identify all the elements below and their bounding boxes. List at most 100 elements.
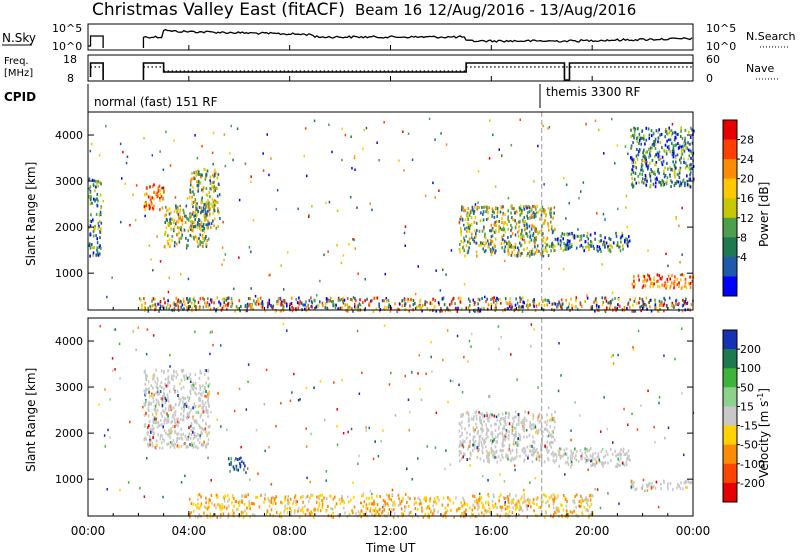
nsky-tick-bottom: 10^0 <box>52 40 82 53</box>
nsearch-tick-top: 10^5 <box>706 22 736 35</box>
power-colorbar-label: Power [dB] <box>757 182 771 247</box>
velocity-colorbar-tick-label: -200 <box>740 477 765 490</box>
nsky-label: N.Sky <box>2 31 36 45</box>
power-ylabel: Slant Range [km] <box>24 162 38 266</box>
velocity-colorbar-tick-label: 50 <box>740 381 754 394</box>
power-colorbar-swatch <box>723 159 737 179</box>
velocity-echo-region <box>458 410 556 464</box>
velocity-colorbar-tick-label: -100 <box>740 458 765 471</box>
x-tick-label: 20:00 <box>575 524 610 538</box>
y-tick-label: 1000 <box>55 267 83 280</box>
y-tick-label: 1000 <box>55 473 83 486</box>
velocity-scatter-echoes <box>98 322 695 511</box>
velocity-colorbar-frame <box>722 329 738 503</box>
velocity-panel <box>98 318 695 519</box>
power-echo-region <box>630 126 695 189</box>
nave-series <box>90 66 693 72</box>
x-tick-label: 08:00 <box>272 524 307 538</box>
velocity-colorbar-swatch <box>723 406 737 426</box>
power-echo-region <box>631 273 695 290</box>
x-tick-label: 00:00 <box>71 524 106 538</box>
nave-tick-bottom: 0 <box>706 72 713 85</box>
nsky-series <box>88 28 693 48</box>
nsky-tick-top: 10^5 <box>52 22 82 35</box>
freq-tick-top: 18 <box>63 53 77 66</box>
beam-label: Beam 16 <box>355 1 422 19</box>
freq-label: Freq. <box>4 56 29 67</box>
freq-unit: [MHz] <box>4 68 33 79</box>
power-colorbar-swatch <box>723 276 737 297</box>
power-colorbar-swatch <box>723 256 737 277</box>
power-colorbar: 28 24 20 16 12 8 4 <box>722 119 754 297</box>
power-echo-region <box>143 183 166 212</box>
velocity-colorbar-tick-label: 100 <box>740 362 761 375</box>
power-panel-frame <box>87 111 694 311</box>
plot-title: Christmas Valley East (fitACF) <box>92 0 345 20</box>
power-colorbar-tick-label: 8 <box>740 231 747 244</box>
power-echo-region <box>458 204 556 258</box>
x-tick-label: 04:00 <box>172 524 207 538</box>
power-colorbar-tick-label: 20 <box>740 173 754 186</box>
velocity-colorbar: 200 100 50 15 -15 -50 -100 -200 <box>722 329 765 503</box>
velocity-echo-region <box>143 368 211 450</box>
power-echo-region <box>88 177 103 258</box>
velocity-colorbar-swatch <box>723 482 737 503</box>
power-colorbar-swatch <box>723 217 737 238</box>
velocity-colorbar-label: Velocity [m s-1] <box>756 388 771 478</box>
x-tick-label: 16:00 <box>474 524 509 538</box>
velocity-echo-region <box>630 479 693 492</box>
velocity-colorbar-tick-label: 15 <box>740 400 754 413</box>
power-colorbar-tick-label: 24 <box>740 153 754 166</box>
power-colorbar-swatch <box>723 237 737 258</box>
velocity-colorbar-swatch <box>723 349 737 369</box>
freq-tick-bottom: 8 <box>67 72 74 85</box>
y-tick-label: 4000 <box>55 129 83 142</box>
power-colorbar-swatch <box>723 120 737 140</box>
x-tick-label: 00:00 <box>676 524 711 538</box>
velocity-echo-region <box>555 447 631 469</box>
y-tick-label: 3000 <box>55 381 83 394</box>
power-colorbar-tick-label: 28 <box>740 134 754 147</box>
cpid-mode-normal: normal (fast) 151 RF <box>94 95 218 109</box>
y-tick-label: 2000 <box>55 427 83 440</box>
velocity-colorbar-swatch <box>723 463 737 484</box>
time-axis: 00:00 04:00 08:00 12:00 16:00 20:00 00:00 <box>71 45 711 538</box>
power-colorbar-swatch <box>723 139 737 160</box>
power-echo-region <box>554 231 631 254</box>
power-colorbar-tick-label: 4 <box>740 251 747 264</box>
power-echo-region <box>188 167 221 230</box>
velocity-colorbar-swatch <box>723 330 737 350</box>
power-colorbar-frame <box>722 119 738 297</box>
cpid-label: CPID <box>4 90 36 104</box>
power-colorbar-tick-label: 16 <box>740 192 754 205</box>
power-colorbar-tick-label: 12 <box>740 212 754 225</box>
velocity-colorbar-tick-label: -15 <box>740 420 758 433</box>
velocity-ylabel: Slant Range [km] <box>24 368 38 472</box>
x-tick-label: 12:00 <box>373 524 408 538</box>
power-colorbar-swatch <box>723 198 737 219</box>
velocity-panel-frame <box>87 317 694 517</box>
y-tick-label: 2000 <box>55 221 83 234</box>
velocity-y-axis: 1000 2000 3000 4000 <box>55 335 693 486</box>
freq-series <box>89 62 693 81</box>
cpid-mode-themis: themis 3300 RF <box>546 85 640 99</box>
velocity-colorbar-swatch <box>723 387 737 407</box>
nave-tick-top: 60 <box>706 53 720 66</box>
date-range: 12/Aug/2016 - 13/Aug/2016 <box>428 1 636 19</box>
velocity-colorbar-tick-label: -50 <box>740 439 758 452</box>
time-axis-label: Time UT <box>365 541 416 554</box>
nsearch-label: N.Search <box>746 30 796 43</box>
y-tick-label: 3000 <box>55 175 83 188</box>
velocity-colorbar-swatch <box>723 444 737 465</box>
velocity-colorbar-swatch <box>723 425 737 445</box>
power-panel <box>88 112 695 313</box>
nave-label: Nave <box>746 62 774 75</box>
power-y-axis: 1000 2000 3000 4000 <box>55 129 693 280</box>
velocity-echo-region <box>188 493 594 519</box>
power-scatter-echoes <box>89 117 690 308</box>
velocity-echo-region <box>227 456 246 473</box>
nsearch-tick-bottom: 10^0 <box>706 40 736 53</box>
velocity-colorbar-swatch <box>723 368 737 388</box>
y-tick-label: 4000 <box>55 335 83 348</box>
